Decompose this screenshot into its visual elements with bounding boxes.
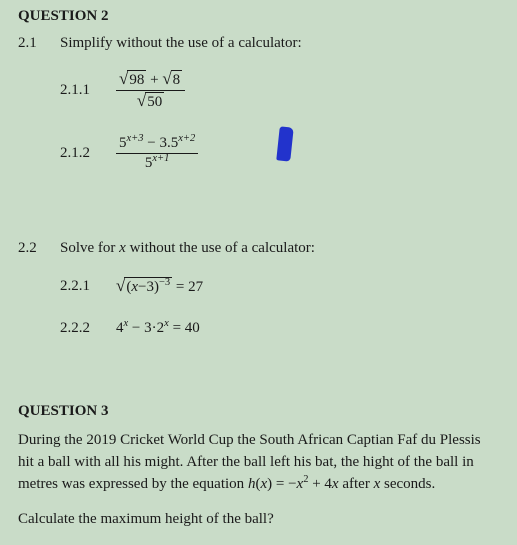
item-2-1-1: 2.1.1 √98 + √8 √50 (60, 70, 499, 111)
num-2-1-2: 2.1.2 (60, 145, 116, 162)
q3-paragraph-1: During the 2019 Cricket World Cup the So… (18, 430, 499, 495)
item-2-2-1: 2.2.1 √(x−3)−3 = 27 (60, 277, 499, 296)
num-2-1-1: 2.1.1 (60, 82, 116, 99)
num-2-2-1: 2.2.1 (60, 278, 116, 295)
q3-header: QUESTION 3 (18, 403, 499, 420)
question-2: QUESTION 2 2.1 Simplify without the use … (18, 8, 499, 347)
num-2-1: 2.1 (18, 35, 60, 196)
num-2-2: 2.2 (18, 240, 60, 347)
q3-paragraph-2: Calculate the maximum height of the ball… (18, 509, 499, 531)
expr-2-2-2: 4x − 3·2x = 40 (116, 320, 200, 337)
section-2-2: 2.2 Solve for x without the use of a cal… (18, 240, 499, 347)
expr-2-2-1: √(x−3)−3 = 27 (116, 277, 203, 296)
q2-header: QUESTION 2 (18, 8, 499, 25)
question-3: QUESTION 3 During the 2019 Cricket World… (18, 403, 499, 531)
prompt-2-1: Simplify without the use of a calculator… (60, 35, 499, 52)
prompt-2-2: Solve for x without the use of a calcula… (60, 240, 499, 257)
expr-2-1-1: √98 + √8 √50 (116, 70, 185, 111)
section-2-1: 2.1 Simplify without the use of a calcul… (18, 35, 499, 196)
expr-2-1-2: 5x+3 − 3.5x+2 5x+1 (116, 135, 198, 172)
num-2-2-2: 2.2.2 (60, 320, 116, 337)
item-2-2-2: 2.2.2 4x − 3·2x = 40 (60, 320, 499, 337)
